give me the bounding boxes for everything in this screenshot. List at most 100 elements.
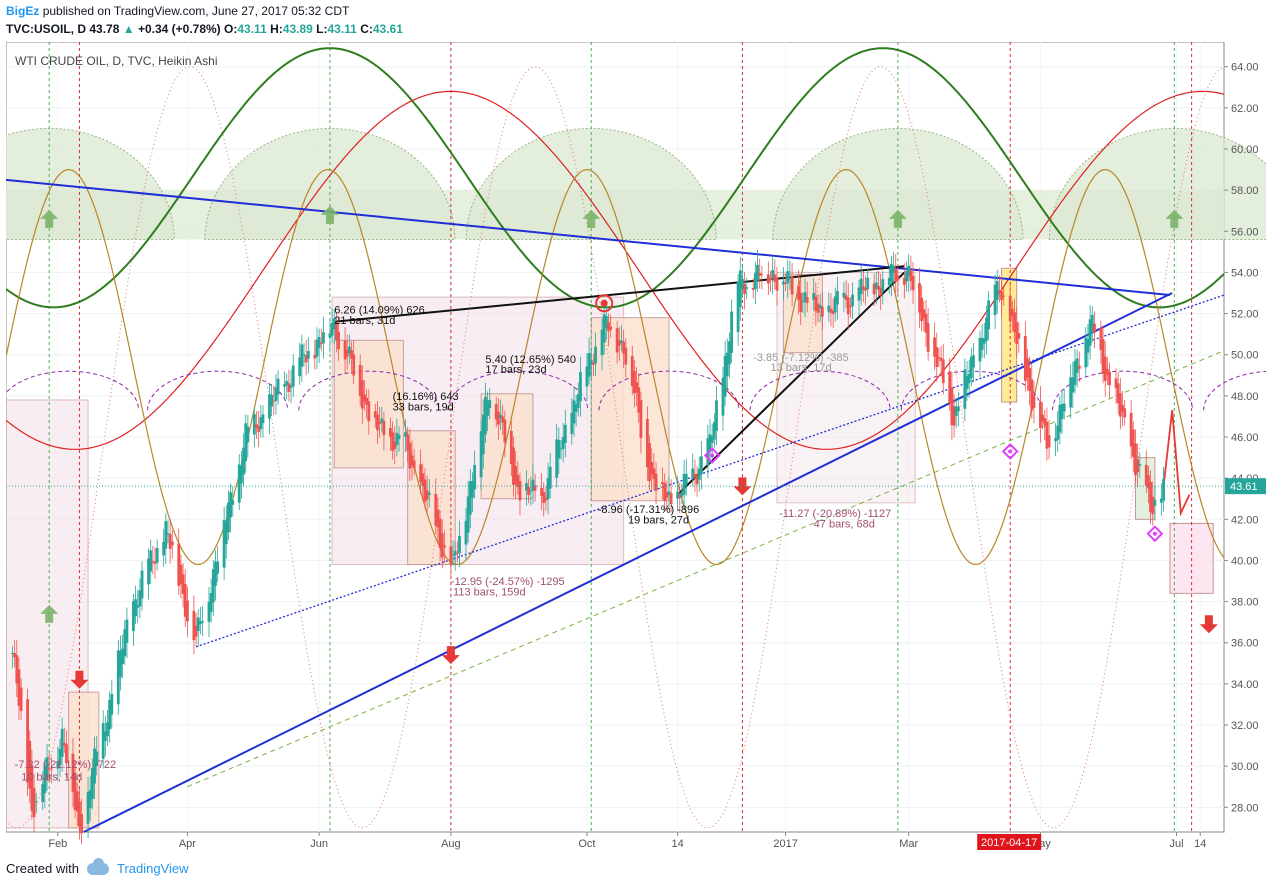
candle-body bbox=[848, 305, 852, 307]
purple-arc bbox=[1052, 370, 1193, 411]
candle bbox=[576, 382, 580, 417]
candle-body bbox=[589, 360, 593, 365]
tradingview-link[interactable]: TradingView bbox=[116, 861, 189, 876]
date-flag-label: 2017-04-17 bbox=[981, 837, 1037, 849]
candle bbox=[41, 771, 45, 811]
candle bbox=[1013, 298, 1016, 343]
candle bbox=[693, 459, 697, 493]
candle bbox=[322, 317, 325, 359]
candle-body bbox=[887, 277, 891, 286]
candle bbox=[788, 260, 792, 290]
candle-body bbox=[1138, 464, 1142, 466]
author-link[interactable]: BigEz bbox=[6, 4, 40, 18]
candle-body bbox=[663, 483, 667, 501]
candle bbox=[224, 505, 228, 559]
candle bbox=[648, 435, 651, 491]
candle-body bbox=[1023, 335, 1027, 381]
candle bbox=[252, 406, 256, 448]
candle-body bbox=[255, 424, 258, 428]
candle bbox=[93, 736, 96, 799]
candle-body bbox=[164, 521, 168, 549]
candle-body bbox=[691, 468, 695, 480]
candle bbox=[101, 710, 105, 769]
candle-body bbox=[1069, 377, 1073, 408]
candle-body bbox=[1073, 360, 1077, 385]
candle-body bbox=[1131, 429, 1135, 457]
candle-body bbox=[201, 621, 204, 623]
candle bbox=[941, 344, 945, 395]
candle-body bbox=[967, 373, 971, 383]
candle-body bbox=[1028, 368, 1032, 391]
trend-line bbox=[195, 294, 1225, 648]
candle bbox=[680, 484, 684, 505]
candle bbox=[654, 462, 658, 504]
candle bbox=[198, 607, 202, 635]
candle bbox=[75, 783, 79, 827]
candle-body bbox=[62, 742, 66, 746]
candle bbox=[471, 472, 474, 513]
candle bbox=[317, 328, 321, 364]
chart-frame[interactable]: 6.26 (14.09%) 626 21 bars, 31d (16.16%) 64… bbox=[0, 41, 1270, 854]
candle-body bbox=[423, 479, 427, 502]
published-text: published on TradingView.com, June 27, 2… bbox=[42, 4, 350, 18]
candle bbox=[892, 251, 895, 286]
candle-body bbox=[34, 801, 38, 803]
candle bbox=[201, 605, 204, 637]
candle-body bbox=[579, 371, 582, 402]
candle bbox=[1159, 483, 1163, 516]
candle bbox=[509, 420, 513, 477]
candle bbox=[268, 383, 271, 435]
candle-body bbox=[125, 619, 129, 643]
candle bbox=[13, 639, 17, 668]
candle bbox=[978, 330, 982, 377]
candle bbox=[721, 367, 725, 432]
candle-body bbox=[1047, 435, 1051, 448]
candle-body bbox=[1058, 404, 1062, 433]
candle-body bbox=[136, 605, 140, 608]
candle bbox=[274, 374, 278, 415]
candle-body bbox=[365, 397, 369, 405]
candle bbox=[544, 486, 548, 511]
candle-body bbox=[101, 723, 105, 759]
crosshair-marker-icon bbox=[1146, 525, 1164, 543]
candle-body bbox=[952, 406, 956, 426]
candle-body bbox=[1060, 403, 1064, 419]
candle bbox=[1088, 305, 1092, 360]
candle-body bbox=[695, 475, 699, 485]
candle bbox=[1026, 348, 1029, 391]
candle-body bbox=[389, 427, 392, 437]
candle bbox=[790, 262, 794, 306]
candle-body bbox=[639, 399, 643, 438]
purple-arc bbox=[598, 370, 740, 411]
candle bbox=[950, 371, 954, 441]
candle-body bbox=[149, 550, 153, 572]
candle bbox=[170, 530, 174, 559]
candle bbox=[449, 531, 453, 578]
candle bbox=[1069, 364, 1073, 419]
candle bbox=[207, 587, 211, 638]
candle bbox=[738, 256, 742, 322]
candle bbox=[1099, 320, 1103, 365]
cycle-down-arrow-icon bbox=[1199, 615, 1218, 634]
y-tick-label: 56.00 bbox=[1231, 226, 1259, 238]
candle-body bbox=[1010, 308, 1014, 316]
candle-body bbox=[516, 475, 520, 488]
tradingview-logo-icon bbox=[86, 857, 109, 875]
candle bbox=[708, 418, 712, 463]
candle bbox=[315, 327, 319, 370]
candle-body bbox=[479, 431, 483, 478]
candle bbox=[164, 513, 168, 564]
candle bbox=[481, 399, 485, 469]
candle-body bbox=[559, 448, 563, 450]
candle bbox=[624, 338, 628, 378]
candle-body bbox=[861, 286, 865, 290]
candle bbox=[393, 426, 397, 465]
candle bbox=[661, 467, 664, 500]
candle-body bbox=[1116, 383, 1120, 404]
candle bbox=[529, 476, 533, 506]
candle-body bbox=[935, 347, 939, 368]
candle-body bbox=[239, 465, 243, 484]
candle bbox=[30, 749, 34, 820]
candle-body bbox=[544, 497, 548, 501]
